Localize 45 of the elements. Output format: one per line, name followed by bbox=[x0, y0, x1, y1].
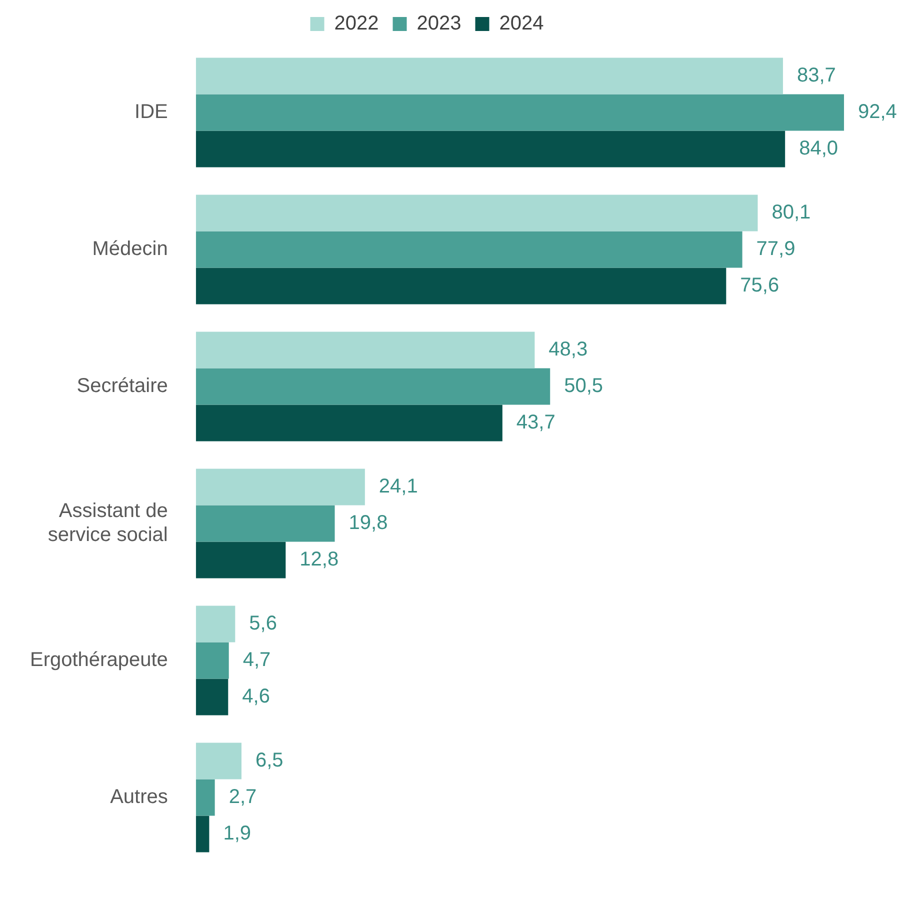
bar bbox=[196, 505, 335, 542]
data-label: 19,8 bbox=[348, 512, 388, 534]
bar bbox=[196, 268, 726, 304]
bar bbox=[196, 58, 783, 94]
data-label: 2,7 bbox=[228, 786, 257, 808]
data-label: 50,5 bbox=[564, 375, 604, 398]
bar bbox=[196, 606, 236, 642]
data-label: 84,0 bbox=[799, 138, 838, 160]
y-tick-label: Ergothérapeute bbox=[30, 649, 168, 672]
legend-label: 2023 bbox=[416, 12, 462, 35]
bar bbox=[196, 816, 210, 852]
bar bbox=[196, 642, 229, 679]
data-label: 5,6 bbox=[249, 612, 277, 634]
bar bbox=[196, 231, 742, 268]
y-tick-label: Secrétaire bbox=[76, 375, 168, 398]
data-label: 24,1 bbox=[378, 475, 418, 498]
legend-label: 2022 bbox=[334, 12, 379, 35]
bar bbox=[196, 742, 242, 780]
y-tick-label: IDE bbox=[134, 101, 168, 124]
data-label: 1,9 bbox=[223, 822, 252, 845]
bar bbox=[196, 130, 786, 168]
y-tick-label: Assistant de service social bbox=[48, 500, 168, 546]
legend-label: 2024 bbox=[499, 12, 544, 35]
bar bbox=[196, 779, 215, 816]
bar bbox=[196, 94, 844, 131]
data-label: 4,7 bbox=[242, 649, 271, 672]
y-tick-label: Autres bbox=[110, 786, 168, 808]
data-label: 80,1 bbox=[772, 201, 811, 224]
data-label: 43,7 bbox=[516, 412, 556, 434]
data-label: 83,7 bbox=[796, 64, 836, 86]
data-label: 4,6 bbox=[242, 686, 270, 708]
data-label: 48,3 bbox=[548, 338, 588, 360]
bar bbox=[196, 678, 228, 716]
bar bbox=[196, 468, 365, 506]
data-label: 75,6 bbox=[740, 274, 780, 297]
data-label: 77,9 bbox=[756, 238, 796, 260]
bar bbox=[196, 368, 550, 405]
bar bbox=[196, 404, 502, 442]
bar bbox=[196, 194, 758, 232]
data-label: 92,4 bbox=[858, 101, 897, 124]
data-label: 12,8 bbox=[300, 548, 339, 571]
bar bbox=[196, 542, 286, 578]
data-label: 6,5 bbox=[255, 749, 284, 772]
y-tick-label: Médecin bbox=[92, 238, 168, 260]
bar bbox=[196, 332, 535, 368]
